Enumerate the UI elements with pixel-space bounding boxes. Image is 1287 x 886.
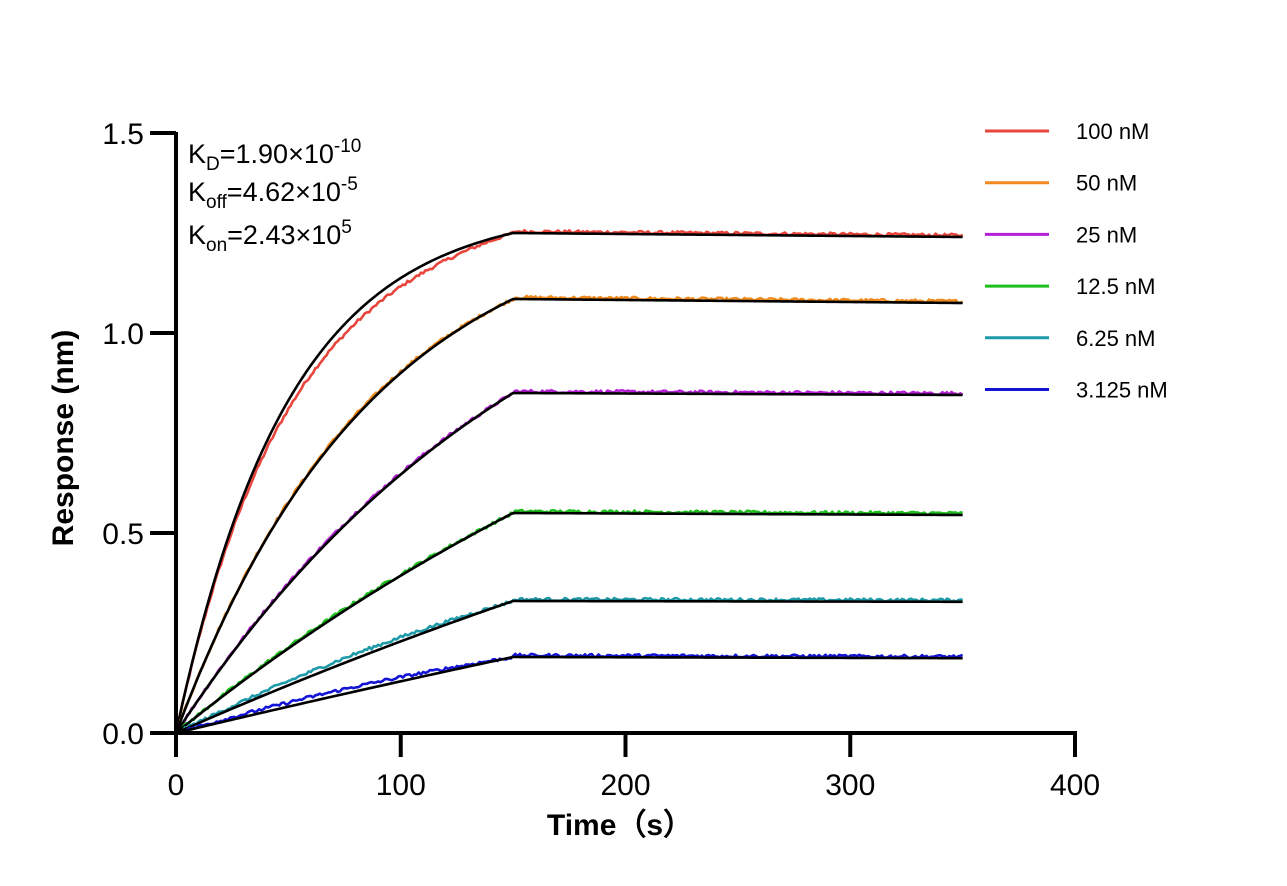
- legend: 100 nM 50 nM 25 nM 12.5 nM 6.25 nM 3.125 nM: [985, 119, 1168, 403]
- y-tick-label: 1.0: [102, 318, 144, 351]
- legend-label: 12.5 nM: [1076, 274, 1156, 299]
- kinetic-constants: KD=1.90×10-10 Koff=4.62×10-5 Kon=2.43×10…: [188, 136, 361, 256]
- fit-curve-50-nM: [174, 297, 963, 734]
- y-tick-label: 1.5: [102, 118, 144, 151]
- legend-label: 100 nM: [1076, 119, 1149, 144]
- x-ticks: 0 100 200 300 400: [168, 733, 1100, 802]
- y-axis-title: Response (nm): [47, 330, 80, 547]
- data-series-25-nM: [175, 388, 964, 734]
- x-tick-label: 400: [1050, 769, 1100, 802]
- legend-label: 25 nM: [1076, 222, 1137, 247]
- legend-label: 6.25 nM: [1076, 326, 1156, 351]
- y-tick-label: 0.0: [102, 718, 144, 751]
- koff-annotation: Koff=4.62×10-5: [188, 174, 358, 213]
- data-series-12_5-nM: [175, 508, 963, 735]
- x-tick-label: 300: [825, 769, 875, 802]
- legend-label: 50 nM: [1076, 171, 1137, 196]
- x-tick-label: 0: [168, 769, 185, 802]
- x-axis-title: Time（s）: [547, 808, 693, 842]
- y-ticks: 0.0 0.5 1.0 1.5: [102, 118, 176, 751]
- x-tick-label: 200: [600, 769, 650, 802]
- data-series-3_125-nM: [175, 652, 964, 735]
- x-tick-label: 100: [376, 769, 426, 802]
- kd-annotation: KD=1.90×10-10: [188, 136, 361, 175]
- kon-annotation: Kon=2.43×105: [188, 217, 352, 256]
- fit-curve-25-nM: [174, 391, 963, 734]
- fit-curve-3_125-nM: [175, 655, 963, 735]
- fit-curve-6_25-nM: [175, 599, 963, 735]
- legend-label: 3.125 nM: [1076, 378, 1168, 403]
- data-series-100-nM: [174, 228, 964, 734]
- fit-curve-12_5-nM: [175, 511, 963, 735]
- plot-area: [174, 228, 964, 735]
- y-tick-label: 0.5: [102, 518, 144, 551]
- fit-curve-100-nM: [174, 231, 963, 734]
- data-series-6_25-nM: [175, 596, 963, 735]
